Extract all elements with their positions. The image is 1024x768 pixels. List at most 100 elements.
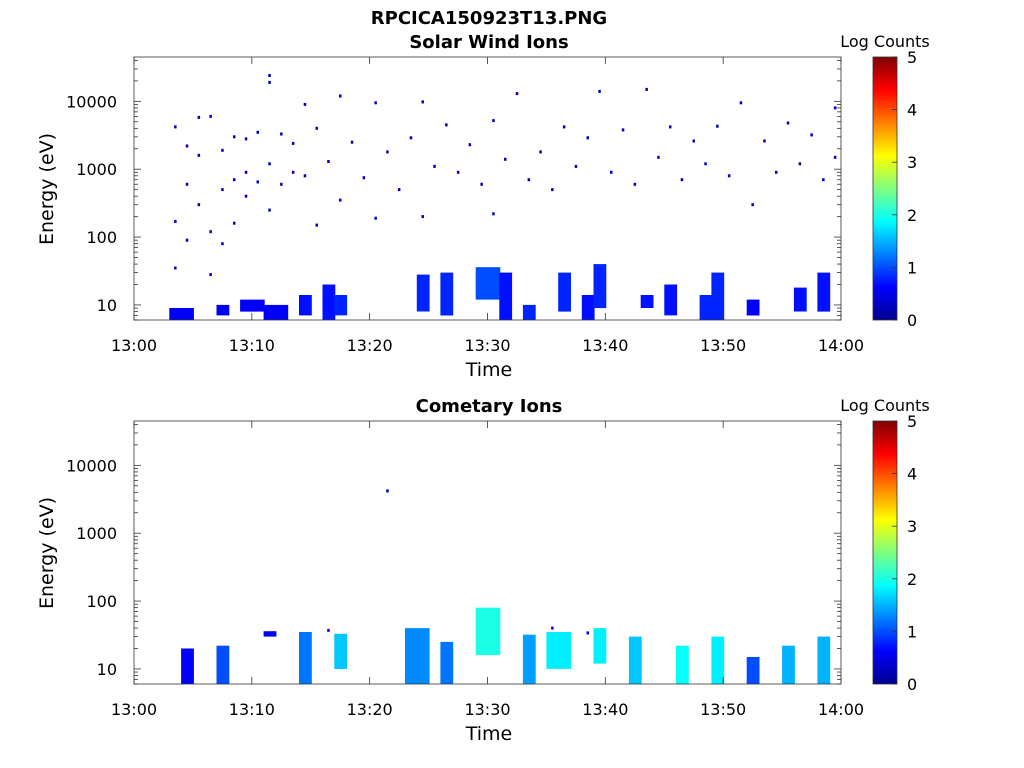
colorbar-tick-label: 4 — [907, 101, 917, 120]
count-point — [409, 136, 413, 140]
count-point — [421, 215, 424, 219]
heatmap-cells — [181, 489, 831, 684]
y-axis: 10 100 1000 10000 — [66, 60, 841, 321]
colorbar-tick-label: 5 — [907, 48, 917, 67]
colorbar-tick-label: 0 — [907, 311, 917, 330]
count-point — [657, 155, 660, 159]
count-point — [256, 130, 259, 134]
burst-cell — [334, 633, 348, 669]
count-point — [233, 178, 236, 182]
burst-cell — [240, 299, 265, 312]
burst-cell — [664, 284, 678, 316]
burst-cell — [405, 628, 430, 684]
count-point — [256, 180, 259, 184]
x-tick-label: 13:40 — [582, 336, 628, 355]
count-point — [174, 266, 177, 270]
burst-cell — [169, 308, 194, 320]
count-point — [775, 170, 778, 174]
count-point — [280, 132, 283, 136]
count-point — [209, 114, 212, 118]
x-tick-label: 13:30 — [464, 700, 510, 719]
burst-cell — [746, 657, 760, 684]
count-point — [374, 101, 377, 105]
count-point — [610, 170, 613, 174]
burst-cell — [676, 645, 689, 684]
count-point — [268, 74, 271, 77]
burst-cell — [546, 632, 571, 669]
burst-cell — [475, 607, 501, 656]
y-tick-label: 10 — [97, 296, 117, 315]
count-point — [739, 101, 743, 105]
x-tick-label: 14:00 — [818, 336, 864, 355]
count-point — [221, 188, 224, 192]
count-point — [268, 80, 271, 84]
burst-cell — [299, 295, 312, 316]
count-point — [468, 143, 472, 147]
x-axis-label: Time — [465, 359, 513, 381]
count-point — [174, 125, 177, 129]
count-point — [456, 170, 460, 174]
colorbar: Log Counts 0 1 2 3 4 5 — [840, 32, 930, 330]
x-tick-label: 13:50 — [700, 700, 746, 719]
count-point — [233, 221, 236, 225]
count-point — [562, 125, 566, 129]
count-point — [185, 144, 189, 148]
burst-cell — [334, 295, 348, 316]
count-point — [315, 223, 318, 227]
count-point — [339, 198, 342, 202]
count-point — [833, 106, 837, 110]
burst-cell — [699, 295, 713, 320]
count-point — [692, 139, 695, 143]
count-point — [421, 100, 424, 104]
x-tick-label: 13:40 — [582, 700, 628, 719]
y-axis-label: Energy (eV) — [36, 497, 58, 609]
count-point — [209, 273, 212, 277]
burst-cell — [522, 634, 536, 684]
count-point — [598, 89, 601, 93]
count-point — [291, 141, 295, 145]
burst-cell — [711, 272, 725, 320]
x-tick-label: 13:00 — [111, 336, 157, 355]
colorbar-label: Log Counts — [840, 396, 930, 415]
colorbar-tick-label: 2 — [907, 206, 917, 225]
count-point — [621, 128, 625, 132]
panel-title: Cometary Ions — [416, 396, 563, 417]
x-tick-label: 13:20 — [347, 336, 393, 355]
count-point — [822, 178, 825, 182]
count-point — [586, 136, 589, 140]
burst-cell — [263, 304, 289, 320]
count-point — [197, 203, 201, 207]
count-point — [586, 631, 589, 635]
count-point — [280, 182, 283, 186]
burst-cell — [593, 628, 607, 664]
count-point — [185, 182, 189, 186]
count-point — [197, 153, 201, 157]
burst-cell — [440, 272, 454, 316]
burst-cell — [263, 631, 277, 637]
count-point — [209, 230, 212, 234]
count-point — [315, 126, 318, 130]
x-tick-label: 13:50 — [700, 336, 746, 355]
count-point — [327, 160, 330, 163]
y-tick-label: 10 — [97, 660, 117, 679]
count-point — [763, 139, 766, 143]
count-point — [551, 626, 554, 630]
count-point — [833, 155, 837, 159]
count-point — [221, 148, 224, 152]
burst-cell — [299, 632, 312, 684]
colorbar-tick-label: 4 — [907, 465, 917, 484]
x-axis-label: Time — [465, 723, 513, 745]
count-point — [492, 119, 495, 123]
burst-cell — [782, 645, 795, 684]
count-point — [716, 124, 719, 128]
count-point — [492, 212, 495, 216]
count-point — [645, 87, 648, 91]
count-point — [374, 216, 377, 220]
count-point — [339, 94, 342, 98]
count-point — [810, 133, 813, 137]
count-point — [633, 182, 637, 186]
panel-title: Solar Wind Ions — [409, 32, 568, 53]
burst-cell — [793, 287, 807, 312]
colorbar-gradient — [872, 420, 898, 685]
